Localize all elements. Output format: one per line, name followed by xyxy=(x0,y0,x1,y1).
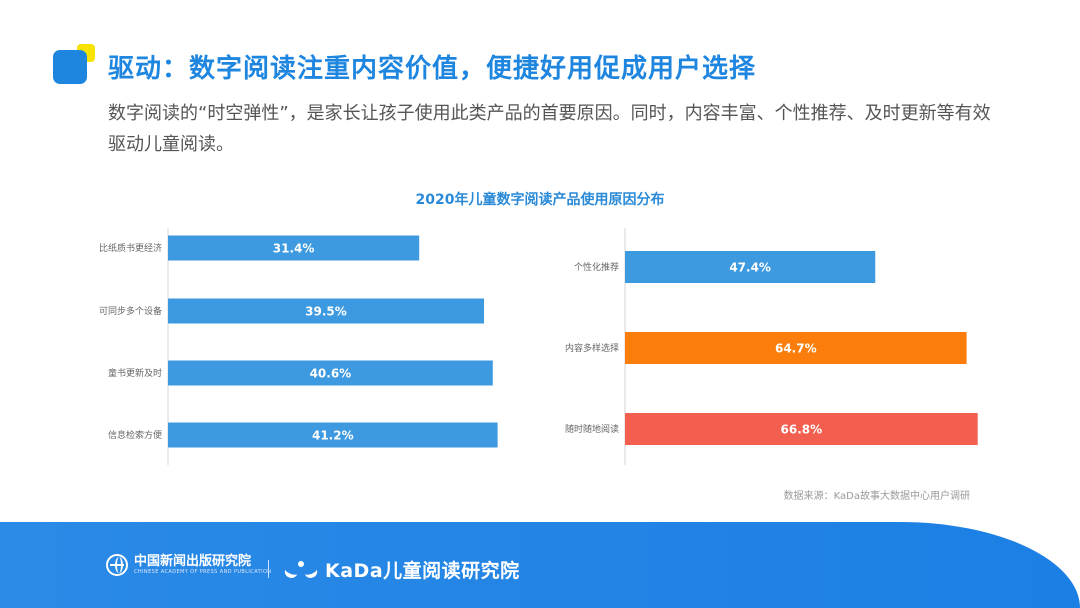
data-label-1-1: 31.4% xyxy=(273,242,315,256)
page-subtitle: 数字阅读的“时空弹性”，是家长让孩子使用此类产品的首要原因。同时，内容丰富、个性… xyxy=(108,103,991,155)
bar-2-3 xyxy=(625,413,978,445)
bar-1-3 xyxy=(168,360,493,386)
bird-icon xyxy=(282,560,320,580)
org2-name: KaDa儿童阅读研究院 xyxy=(325,560,520,582)
data-source: 数据来源：KaDa故事大数据中心用户调研 xyxy=(783,491,970,502)
page-title: 驱动：数字阅读注重内容价值，便捷好用促成用户选择 xyxy=(108,54,757,84)
bar-1-2 xyxy=(168,298,484,324)
bar-2-2 xyxy=(625,332,967,364)
bar-1-4 xyxy=(168,422,498,448)
data-label-1-2: 39.5% xyxy=(305,305,347,319)
category-label-1-1: 比纸质书更经济 xyxy=(99,242,162,254)
org1-name: 中国新闻出版研究院 xyxy=(134,553,252,569)
category-label-1-2: 可同步多个设备 xyxy=(99,305,162,317)
data-label-2-3: 66.8% xyxy=(781,423,823,437)
category-label-1-4: 信息检索方便 xyxy=(108,429,162,441)
org-logo-capp: 中国新闻出版研究院 CHINESE ACADEMY OF PRESS AND P… xyxy=(106,554,271,576)
footer-banner: 中国新闻出版研究院 CHINESE ACADEMY OF PRESS AND P… xyxy=(0,522,1080,608)
data-label-2-2: 64.7% xyxy=(775,342,817,356)
globe-icon xyxy=(106,554,128,576)
category-label-2-3: 随时随地阅读 xyxy=(565,423,619,435)
bar-2-1 xyxy=(625,251,876,283)
category-label-2-2: 内容多样选择 xyxy=(565,342,619,354)
data-label-1-4: 41.2% xyxy=(312,429,354,443)
chart-title: 2020年儿童数字阅读产品使用原因分布 xyxy=(415,192,665,208)
category-label-1-3: 童书更新及时 xyxy=(108,367,162,379)
org1-name-en: CHINESE ACADEMY OF PRESS AND PUBLICATION xyxy=(134,568,272,575)
section-logo-icon xyxy=(53,44,97,84)
org-logo-kada: KaDa儿童阅读研究院 xyxy=(282,556,520,583)
data-label-2-1: 47.4% xyxy=(729,261,771,275)
category-label-2-1: 个性化推荐 xyxy=(574,261,619,273)
data-label-1-3: 40.6% xyxy=(310,367,352,381)
footer-divider xyxy=(268,560,269,578)
bar-1-1 xyxy=(168,235,420,261)
